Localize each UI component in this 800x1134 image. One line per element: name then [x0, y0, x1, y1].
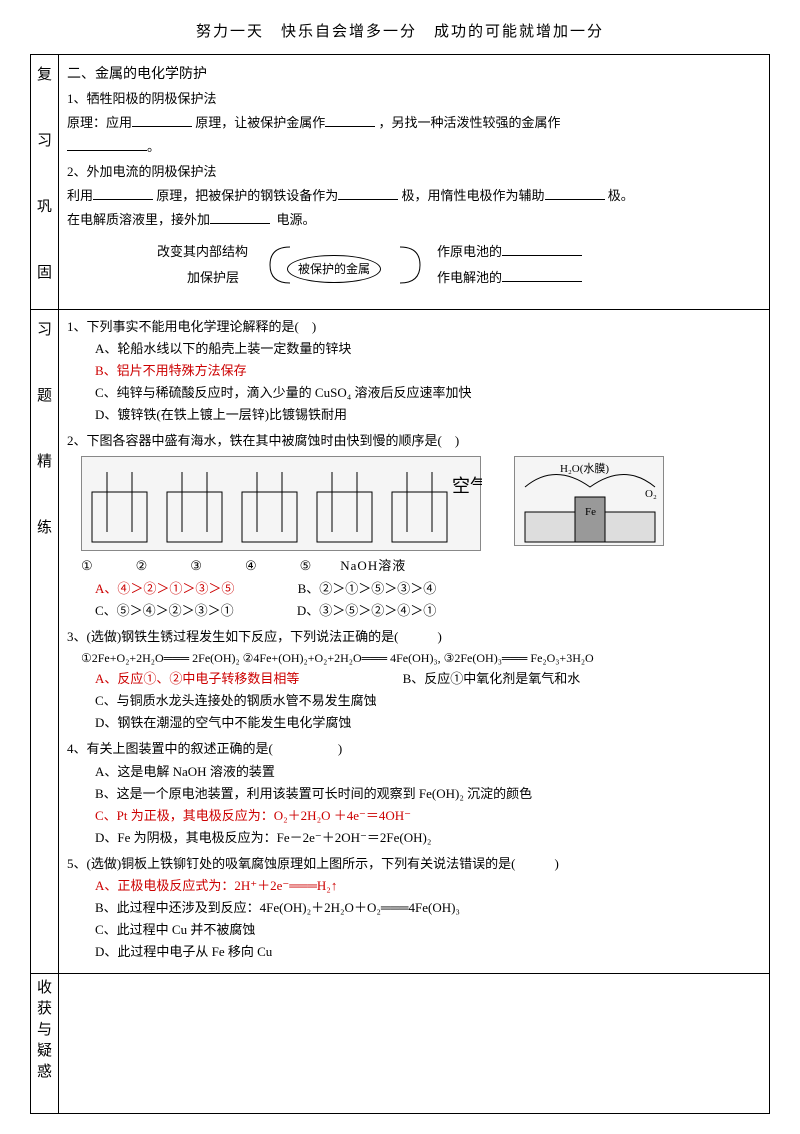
blank — [210, 210, 270, 224]
q2-labels: ① ② ③ ④ ⑤ NaOH溶液 — [81, 555, 761, 577]
t: 极，用惰性电极作为辅助 — [402, 188, 545, 203]
row2-content: 1、下列事实不能用电化学理论解释的是( ) A、轮船水线以下的船壳上装一定数量的… — [59, 309, 770, 974]
q4-d: D、Fe 为阴极，其电极反应为：Fe－2e⁻＋2OH⁻＝2Fe(OH)₂ — [95, 827, 761, 849]
page-header: 努力一天 快乐自会增多一分 成功的可能就增加一分 — [30, 20, 770, 46]
q1-d: D、镀锌铁(在铁上镀上一层锌)比镀锡铁耐用 — [95, 404, 761, 426]
q2-a: A、④＞②＞①＞③＞⑤ — [95, 581, 234, 596]
corrosion-diagram-icon: H₂O(水膜) O₂ Fe — [514, 456, 664, 546]
q1-stem: 1、下列事实不能用电化学理论解释的是( ) — [67, 316, 761, 338]
q2-stem: 2、下图各容器中盛有海水，铁在其中被腐蚀时由快到慢的顺序是( ) — [67, 430, 761, 452]
diag-left1: 改变其内部结构 — [157, 241, 248, 263]
s1-p2-line: 利用 原理，把被保护的钢铁设备作为 极，用惰性电极作为辅助 极。 — [67, 185, 761, 207]
t: 在电解质溶液里，接外加 — [67, 212, 210, 227]
q4-c: C、Pt 为正极，其电极反应为：O₂＋2H₂O ＋4e⁻＝4OH⁻ — [95, 805, 761, 827]
t: 原理，让被保护金属作 — [195, 115, 325, 130]
t: 原理，把被保护的钢铁设备作为 — [156, 188, 338, 203]
q2-d: D、③＞⑤＞②＞④＞① — [297, 603, 436, 618]
row1-content: 二、金属的电化学防护 1、牺牲阳极的阴极保护法 原理：应用 原理，让被保护金属作… — [59, 54, 770, 309]
brace-right-icon — [395, 245, 425, 285]
q1-b: B、铝片不用特殊方法保存 — [95, 360, 761, 382]
blank — [338, 186, 398, 200]
q1-a: A、轮船水线以下的船壳上装一定数量的锌块 — [95, 338, 761, 360]
s1-p1-line: 原理：应用 原理，让被保护金属作 ，另找一种活泼性较强的金属作 — [67, 112, 761, 134]
t: 作电解池的 — [437, 270, 502, 285]
q5-a: A、正极电极反应式为：2H⁺＋2e⁻═══H₂↑ — [95, 875, 761, 897]
q3: 3、(选做)钢铁生锈过程发生如下反应，下列说法正确的是( ) ①2Fe+O₂+2… — [67, 626, 761, 735]
section1-title: 二、金属的电化学防护 — [67, 63, 761, 87]
q2-opts2: C、⑤＞④＞②＞③＞① D、③＞⑤＞②＞④＞① — [95, 600, 761, 622]
s1-p2-line2: 在电解质溶液里，接外加 电源。 — [67, 209, 761, 231]
q3-stem: 3、(选做)钢铁生锈过程发生如下反应，下列说法正确的是( ) — [67, 626, 761, 648]
q5: 5、(选做)铜板上铁铆钉处的吸氧腐蚀原理如上图所示，下列有关说法错误的是( ) … — [67, 853, 761, 963]
blank — [93, 186, 153, 200]
protection-diagram: 改变其内部结构 加保护层 被保护的金属 作原电池的 作电解池的 — [67, 237, 761, 297]
diag-center: 被保护的金属 — [287, 255, 381, 283]
svg-text:Fe: Fe — [585, 506, 596, 518]
q4: 4、有关上图装置中的叙述正确的是( ) A、这是电解 NaOH 溶液的装置 B、… — [67, 738, 761, 848]
q3-opts1: A、反应①、②中电子转移数目相等 B、反应①中氧化剂是氧气和水 — [95, 668, 761, 690]
q5-d: D、此过程中电子从 Fe 移向 Cu — [95, 941, 761, 963]
q2: 2、下图各容器中盛有海水，铁在其中被腐蚀时由快到慢的顺序是( ) 空 — [67, 430, 761, 621]
q5-stem: 5、(选做)铜板上铁铆钉处的吸氧腐蚀原理如上图所示，下列有关说法错误的是( ) — [67, 853, 761, 875]
svg-text:H₂O(水膜): H₂O(水膜) — [560, 462, 609, 475]
q5-b: B、此过程中还涉及到反应：4Fe(OH)₂＋2H₂O＋O₂═══4Fe(OH)₃ — [95, 897, 761, 919]
q2-opts1: A、④＞②＞①＞③＞⑤ B、②＞①＞⑤＞③＞④ — [95, 578, 761, 600]
q3-c: C、与铜质水龙头连接处的钢质水管不易发生腐蚀 — [95, 690, 761, 712]
s1-p1: 1、牺牲阳极的阴极保护法 — [67, 88, 761, 110]
worksheet-table: 复 习 巩 固 二、金属的电化学防护 1、牺牲阳极的阴极保护法 原理：应用 原理… — [30, 54, 770, 1115]
t: 原理：应用 — [67, 115, 132, 130]
q4-stem: 4、有关上图装置中的叙述正确的是( ) — [67, 738, 761, 760]
q3-eq: ①2Fe+O₂+2H₂O═══ 2Fe(OH)₂ ②4Fe+(OH)₂+O₂+2… — [81, 648, 761, 668]
blank — [502, 268, 582, 282]
svg-text:O₂: O₂ — [645, 488, 657, 500]
blank — [132, 113, 192, 127]
q1: 1、下列事实不能用电化学理论解释的是( ) A、轮船水线以下的船壳上装一定数量的… — [67, 316, 761, 426]
beaker-diagram-icon: 空气 — [81, 456, 481, 551]
q1-c: C、纯锌与稀硫酸反应时，滴入少量的 CuSO₄ 溶液后反应速率加快 — [95, 382, 761, 404]
blank — [502, 242, 582, 256]
t: 作原电池的 — [437, 244, 502, 259]
t: 。 — [147, 139, 160, 154]
blank — [325, 113, 375, 127]
q3-b: B、反应①中氧化剂是氧气和水 — [403, 671, 581, 686]
q2-figures: 空气 H₂O(水膜) O₂ Fe — [81, 456, 761, 551]
s1-p1-line2: 。 — [67, 136, 761, 158]
q4-a: A、这是电解 NaOH 溶液的装置 — [95, 761, 761, 783]
s1-p2: 2、外加电流的阴极保护法 — [67, 161, 761, 183]
t: 极。 — [608, 188, 634, 203]
row3-label: 收 获 与 疑 惑 — [31, 974, 59, 1114]
t: ，另找一种活泼性较强的金属作 — [379, 115, 561, 130]
diag-left2: 加保护层 — [187, 267, 239, 289]
q4-b: B、这是一个原电池装置，利用该装置可长时间的观察到 Fe(OH)₂ 沉淀的颜色 — [95, 783, 761, 805]
q5-c: C、此过程中 Cu 并不被腐蚀 — [95, 919, 761, 941]
diag-right2: 作电解池的 — [437, 267, 582, 289]
t: 利用 — [67, 188, 93, 203]
row1-label: 复 习 巩 固 — [31, 54, 59, 309]
q2-b: B、②＞①＞⑤＞③＞④ — [298, 581, 437, 596]
q3-d: D、钢铁在潮湿的空气中不能发生电化学腐蚀 — [95, 712, 761, 734]
blank — [545, 186, 605, 200]
q3-a: A、反应①、②中电子转移数目相等 — [95, 671, 299, 686]
blank — [67, 137, 147, 151]
svg-text:空气: 空气 — [452, 476, 482, 496]
diag-right1: 作原电池的 — [437, 241, 582, 263]
q2-c: C、⑤＞④＞②＞③＞① — [95, 603, 234, 618]
row2-label: 习 题 精 练 — [31, 309, 59, 974]
row3-content — [59, 974, 770, 1114]
t: 电源。 — [277, 212, 316, 227]
